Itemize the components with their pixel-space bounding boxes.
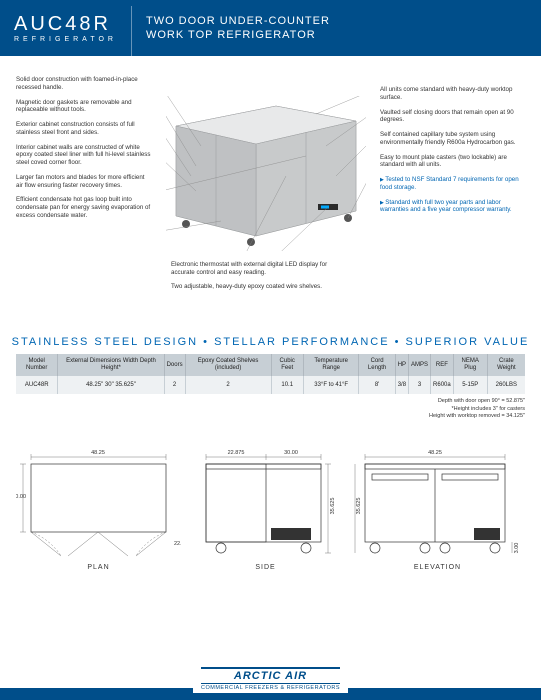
th: Cord Length: [359, 354, 395, 376]
model-category: REFRIGERATOR: [14, 36, 117, 43]
callout: All units come standard with heavy-duty …: [380, 86, 525, 102]
spec-header-row: Model Number External Dimensions Width D…: [16, 354, 525, 376]
callouts-right: All units come standard with heavy-duty …: [380, 86, 525, 221]
logo-tagline: COMMERCIAL FREEZERS & REFRIGERATORS: [201, 685, 340, 691]
th: Temperature Range: [303, 354, 359, 376]
footnotes: Depth with door open 90° = 52.875" *Heig…: [16, 398, 525, 419]
model-number: AUC48R: [14, 13, 117, 36]
callout: Magnetic door gaskets are removable and …: [16, 99, 151, 115]
td: R600a: [431, 376, 454, 394]
hero-section: Solid door construction with foamed-in-p…: [16, 66, 525, 328]
callout: Larger fan motors and blades for more ef…: [16, 174, 151, 190]
svg-text:48.25: 48.25: [428, 450, 442, 456]
callout: Self contained capillary tube system usi…: [380, 131, 525, 147]
td: 260LBS: [487, 376, 525, 394]
title-line-2: WORK TOP REFRIGERATOR: [146, 28, 330, 42]
td: 48.25" 30" 35.625": [58, 376, 164, 394]
svg-text:35.625: 35.625: [356, 497, 362, 514]
svg-text:48.25: 48.25: [91, 450, 105, 456]
th: External Dimensions Width Depth Height*: [58, 354, 164, 376]
th: HP: [395, 354, 408, 376]
td: 5-15P: [453, 376, 487, 394]
svg-text:22.875: 22.875: [174, 541, 181, 547]
technical-drawings: 48.25 30.00 22.875 PLAN 22.875 30.00 35.…: [16, 426, 525, 571]
callout-highlight: Tested to NSF Standard 7 requirements fo…: [380, 176, 525, 192]
th: Model Number: [16, 354, 58, 376]
brand-logo: ARCTIC AIR COMMERCIAL FREEZERS & REFRIGE…: [193, 665, 348, 693]
drawing-plan: 48.25 30.00 22.875 PLAN: [16, 446, 181, 571]
td: 33°F to 41°F: [303, 376, 359, 394]
td: 3/8: [395, 376, 408, 394]
callout: Exterior cabinet construction consists o…: [16, 121, 151, 137]
drawing-label: PLAN: [16, 564, 181, 571]
callout-highlight: Standard with full two year parts and la…: [380, 199, 525, 215]
th: AMPS: [409, 354, 431, 376]
top-accent-bar: [0, 0, 541, 6]
th: Crate Weight: [487, 354, 525, 376]
drawing-label: ELEVATION: [350, 564, 525, 571]
th: Epoxy Coated Shelves (included): [185, 354, 271, 376]
svg-text:30.00: 30.00: [16, 494, 26, 500]
spec-table: Model Number External Dimensions Width D…: [16, 354, 525, 394]
td: 10.1: [271, 376, 303, 394]
svg-text:3.00: 3.00: [514, 542, 520, 553]
drawing-label: SIDE: [191, 564, 341, 571]
drawing-side: 22.875 30.00 35.625 SIDE: [191, 446, 341, 571]
product-image: [166, 96, 366, 251]
td: 8': [359, 376, 395, 394]
th: Doors: [164, 354, 185, 376]
header: AUC48R REFRIGERATOR TWO DOOR UNDER-COUNT…: [0, 0, 541, 56]
svg-text:35.625: 35.625: [330, 497, 336, 514]
note: Height with worktop removed = 34.125": [16, 413, 525, 420]
drawing-elevation: 48.25 35.625 3.00 ELEVATION: [350, 446, 525, 571]
td: 2: [185, 376, 271, 394]
title-line-1: TWO DOOR UNDER-COUNTER: [146, 14, 330, 28]
header-title-block: TWO DOOR UNDER-COUNTER WORK TOP REFRIGER…: [132, 0, 344, 56]
callout: Vaulted self closing doors that remain o…: [380, 109, 525, 125]
svg-text:22.875: 22.875: [227, 450, 244, 456]
spec-data-row: AUC48R 48.25" 30" 35.625" 2 2 10.1 33°F …: [16, 376, 525, 394]
th: NEMA Plug: [453, 354, 487, 376]
callout: Solid door construction with foamed-in-p…: [16, 76, 151, 92]
note: Depth with door open 90° = 52.875": [16, 398, 525, 405]
callout: Two adjustable, heavy-duty epoxy coated …: [171, 283, 341, 291]
footer: ARCTIC AIR COMMERCIAL FREEZERS & REFRIGE…: [0, 665, 541, 700]
callouts-left: Solid door construction with foamed-in-p…: [16, 76, 151, 227]
callout: Electronic thermostat with external digi…: [171, 261, 341, 277]
th: REF: [431, 354, 454, 376]
tagline: STAINLESS STEEL DESIGN • STELLAR PERFORM…: [0, 336, 541, 348]
svg-text:30.00: 30.00: [284, 450, 298, 456]
callout: Efficient condensate hot gas loop built …: [16, 196, 151, 219]
note: *Height includes 3" for casters: [16, 406, 525, 413]
logo-name: ARCTIC AIR: [201, 667, 340, 684]
td: 2: [164, 376, 185, 394]
td: AUC48R: [16, 376, 58, 394]
th: Cubic Feet: [271, 354, 303, 376]
callouts-center: Electronic thermostat with external digi…: [171, 261, 341, 296]
callout: Interior cabinet walls are constructed o…: [16, 144, 151, 167]
header-model-block: AUC48R REFRIGERATOR: [0, 0, 132, 56]
td: 3: [409, 376, 431, 394]
callout: Easy to mount plate casters (two lockabl…: [380, 154, 525, 170]
